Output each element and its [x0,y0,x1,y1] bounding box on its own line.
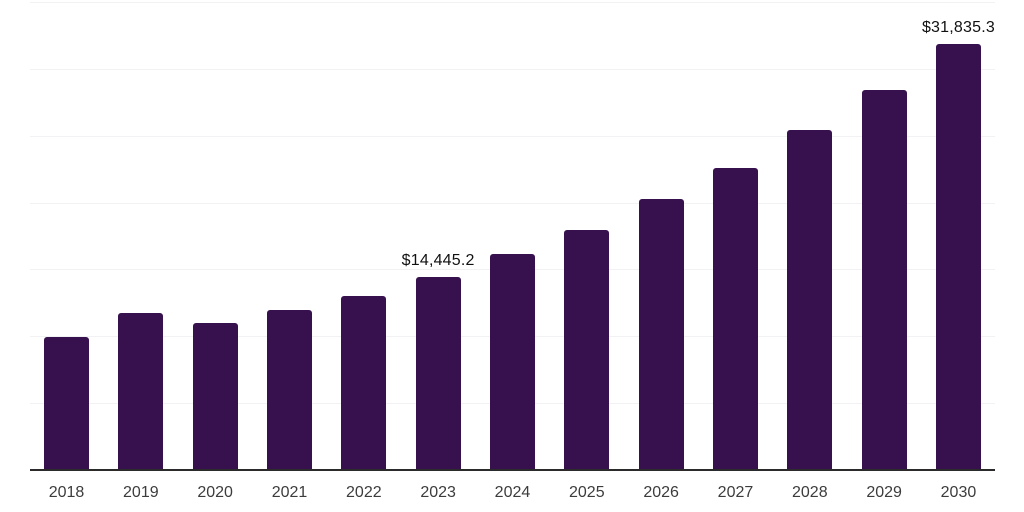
x-tick-2023: 2023 [420,484,456,501]
x-tick-2021: 2021 [271,484,308,501]
gridline-30000 [30,68,995,70]
bar-2021 [266,310,312,470]
bar-2023 [415,276,461,470]
x-tick-2029: 2029 [866,484,902,501]
x-axis-line [30,469,995,471]
x-tick-2028: 2028 [792,484,828,501]
bar-2026 [638,199,684,470]
x-tick-2019: 2019 [123,484,159,501]
x-tick-2022: 2022 [346,484,382,501]
x-tick-2018: 2018 [48,484,85,501]
bar-2022 [341,296,387,470]
gridline-35000 [30,2,995,3]
x-tick-2020: 2020 [197,484,233,501]
x-tick-2025: 2025 [569,484,605,501]
data-label-2030: $31,835.3 [921,19,995,37]
bar-2030 [935,44,981,470]
bar-2029 [861,89,907,470]
x-tick-2027: 2027 [717,484,754,501]
gridline-20000 [30,202,995,204]
bar-2027 [712,168,758,470]
x-axis-labels: 2018 2019 2020 2021 2022 2023 2024 2025 2026 2027… [0,484,1024,504]
x-tick-2030: 2030 [940,484,977,501]
x-tick-2024: 2024 [494,484,531,501]
bar-2025 [564,229,610,470]
bar-2018 [44,336,89,470]
data-label-2023: $14,445.2 [401,251,475,269]
bar-2024 [489,254,535,470]
x-tick-2026: 2026 [643,484,679,501]
bar-2019 [118,312,164,470]
plot-area: $14,445.2 $31,835.3 [30,2,995,470]
bar-2028 [787,130,833,470]
bar-2020 [192,323,238,470]
gridline-25000 [30,135,995,137]
